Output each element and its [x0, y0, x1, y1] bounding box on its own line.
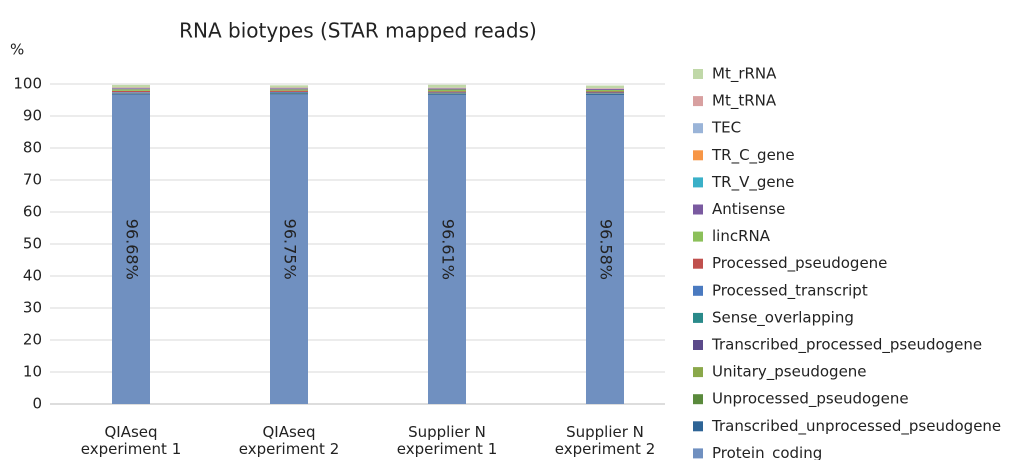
legend-swatch	[693, 285, 703, 296]
bar-segment	[270, 87, 308, 89]
legend-swatch	[693, 258, 703, 269]
legend-label: TEC	[711, 119, 741, 137]
bar-segment	[112, 94, 150, 405]
bar-segment	[112, 87, 150, 89]
legend-label: Transcribed_processed_pseudogene	[711, 336, 982, 355]
bar-segment	[428, 84, 466, 88]
chart-title: RNA biotypes (STAR mapped reads)	[179, 19, 537, 43]
legend-label: TR_C_gene	[711, 146, 795, 165]
bar-segment	[586, 85, 624, 89]
bar-segment	[428, 92, 466, 94]
bar-segment	[428, 88, 466, 90]
value-label: 96.75%	[281, 219, 300, 280]
legend-swatch	[693, 448, 703, 459]
y-tick-label: 90	[23, 107, 42, 125]
legend-label: Unprocessed_pseudogene	[712, 390, 909, 409]
y-tick-label: 10	[23, 363, 42, 381]
bar-segment	[428, 93, 466, 95]
legend-swatch	[693, 421, 703, 432]
bar-segment	[270, 93, 308, 95]
bar-segment	[270, 88, 308, 90]
legend-swatch	[693, 150, 703, 161]
legend-swatch	[693, 177, 703, 188]
legend-label: Antisense	[712, 200, 785, 218]
legend-label: Sense_overlapping	[712, 308, 854, 327]
bar-segment	[586, 91, 624, 93]
bar-segment	[586, 92, 624, 94]
y-tick-label: 40	[23, 267, 42, 285]
bar-segment	[270, 94, 308, 405]
bar-segment	[428, 91, 466, 93]
bar-segment	[428, 94, 466, 405]
bar-segment	[112, 92, 150, 93]
legend-label: lincRNA	[712, 227, 771, 245]
legend-swatch	[693, 231, 703, 242]
y-tick-label: 60	[23, 203, 42, 221]
bar-segment	[586, 88, 624, 89]
y-tick-label: 50	[23, 235, 42, 253]
bar-segment	[270, 90, 308, 92]
legend-label: Mt_rRNA	[712, 65, 777, 84]
legend-label: Processed_transcript	[712, 281, 868, 300]
bar-segment	[428, 89, 466, 92]
legend-swatch	[693, 204, 703, 215]
y-tick-label: 0	[32, 395, 42, 413]
bar-segment	[270, 85, 308, 88]
legend-label: Transcribed_unprocessed_pseudogene	[711, 417, 1001, 436]
bar-segment	[112, 90, 150, 93]
value-label: 96.58%	[597, 219, 616, 280]
legend-label: Mt_tRNA	[712, 92, 777, 111]
y-tick-label: 30	[23, 299, 42, 317]
legend-swatch	[693, 96, 703, 107]
y-tick-label: 100	[13, 75, 42, 93]
bar-segment	[586, 93, 624, 95]
bar-segment	[428, 87, 466, 89]
legend-label: Protein_coding	[712, 444, 822, 460]
legend-swatch	[693, 123, 703, 134]
bar-segment	[586, 88, 624, 90]
bar-segment	[112, 88, 150, 90]
legend-swatch	[693, 367, 703, 378]
legend-swatch	[693, 69, 703, 79]
y-tick-label: 80	[23, 139, 42, 157]
legend-swatch	[693, 394, 703, 405]
y-tick-label: 20	[23, 331, 42, 349]
legend-label: Processed_pseudogene	[712, 254, 887, 273]
bar-segment	[270, 91, 308, 93]
legend-label: Unitary_pseudogene	[712, 363, 867, 382]
legend-swatch	[693, 312, 703, 323]
bar-segment	[270, 89, 308, 91]
bar-segment	[586, 89, 624, 92]
bar-segment	[112, 93, 150, 95]
y-axis-label: %	[10, 41, 24, 59]
y-tick-label: 70	[23, 171, 42, 189]
legend-label: TR_V_gene	[711, 173, 794, 192]
bar-segment	[112, 84, 150, 88]
x-tick-label: QIAseq experiment 1	[80, 423, 182, 458]
bar-segment	[586, 94, 624, 404]
bar-segment	[112, 89, 150, 91]
value-label: 96.61%	[439, 219, 458, 280]
legend-swatch	[693, 340, 703, 350]
x-tick-label: QIAseq experiment 2	[238, 423, 340, 458]
x-tick-label: Supplier N experiment 1	[396, 423, 498, 458]
value-label: 96.68%	[122, 219, 141, 280]
x-tick-label: Supplier N experiment 2	[554, 423, 656, 458]
